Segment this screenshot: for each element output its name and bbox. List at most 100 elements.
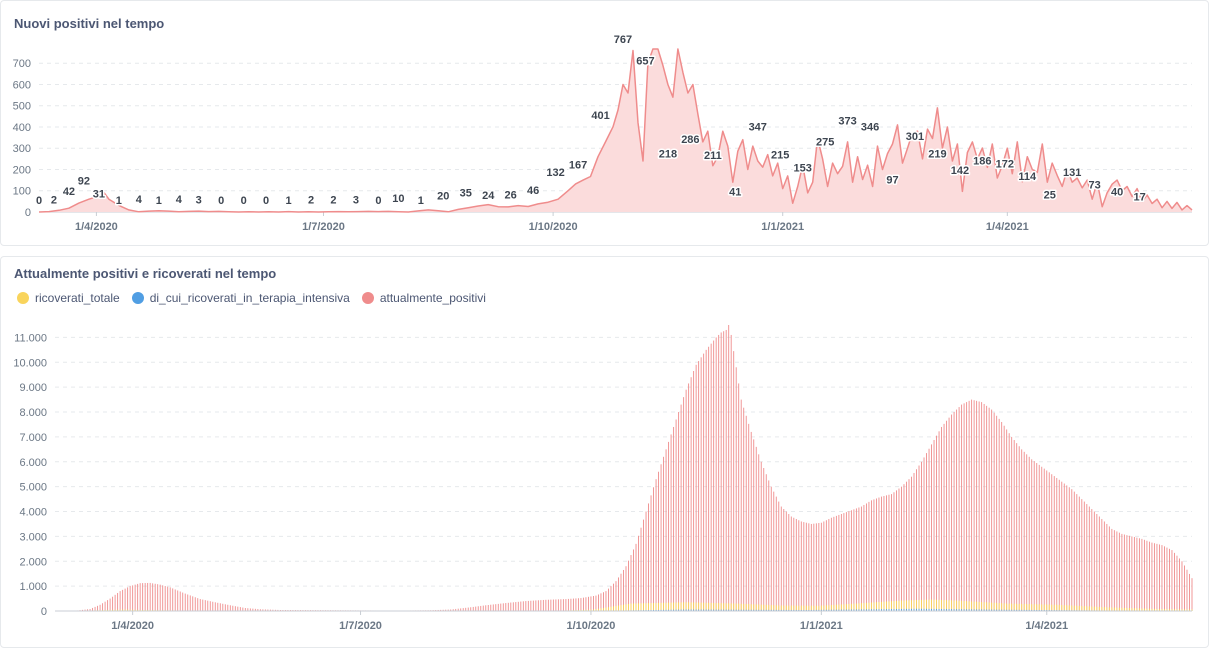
bar-attualmente-positivi <box>440 609 442 611</box>
bar-attualmente-positivi <box>1179 558 1180 611</box>
bar-attualmente-positivi <box>961 404 963 611</box>
bar-ricoverati-totale <box>700 602 702 611</box>
bar-terapia-intensiva <box>916 608 917 611</box>
bar-ricoverati-totale <box>1038 604 1040 611</box>
bar-ricoverati-totale <box>805 605 807 611</box>
bar-attualmente-positivi <box>633 549 634 611</box>
bar-attualmente-positivi <box>530 600 532 611</box>
bar-attualmente-positivi <box>688 383 690 611</box>
bar-attualmente-positivi <box>532 600 534 611</box>
bar-ricoverati-totale <box>587 609 589 611</box>
bar-attualmente-positivi <box>690 377 692 611</box>
bar-terapia-intensiva <box>1023 609 1025 611</box>
bar-attualmente-positivi <box>665 449 667 611</box>
bar-ricoverati-totale <box>1176 609 1178 611</box>
bar-ricoverati-totale <box>903 600 905 611</box>
bar-attualmente-positivi <box>933 440 935 611</box>
bar-attualmente-positivi <box>1006 429 1008 611</box>
bar-attualmente-positivi <box>891 494 892 611</box>
bar-ricoverati-totale <box>775 605 777 611</box>
bar-attualmente-positivi <box>477 606 479 611</box>
bar-attualmente-positivi <box>715 337 717 611</box>
bar-attualmente-positivi <box>773 491 775 611</box>
bar-ricoverati-totale <box>703 602 705 611</box>
bar-attualmente-positivi <box>1033 461 1035 611</box>
legend-item-ricoverati-totale[interactable]: ricoverati_totale <box>17 291 120 305</box>
bar-ricoverati-totale <box>623 604 624 611</box>
bar-attualmente-positivi <box>1126 535 1128 611</box>
bar-ricoverati-totale <box>1091 606 1093 611</box>
bar-ricoverati-totale <box>1186 609 1188 611</box>
bar-ricoverati-totale <box>898 600 900 611</box>
bar-ricoverati-totale <box>648 603 649 611</box>
bar-ricoverati-totale <box>1111 607 1113 611</box>
bar-attualmente-positivi <box>728 325 730 611</box>
bar-attualmente-positivi <box>755 446 757 611</box>
bar-ricoverati-totale <box>1106 607 1108 611</box>
bar-terapia-intensiva <box>913 608 915 611</box>
new-positives-card: Nuovi positivi nel tempo 0 100 200 300 400 50… <box>0 0 1209 246</box>
bar-attualmente-positivi <box>1083 501 1085 611</box>
bar-ricoverati-totale <box>863 603 865 611</box>
bar-attualmente-positivi <box>179 591 181 611</box>
bar-terapia-intensiva <box>700 609 702 611</box>
y-tick-label: 300 <box>13 143 31 155</box>
bar-attualmente-positivi <box>898 488 900 611</box>
bar-attualmente-positivi <box>1031 459 1033 611</box>
bar-attualmente-positivi <box>162 585 164 611</box>
bar-attualmente-positivi <box>112 596 114 611</box>
bar-ricoverati-totale <box>813 605 815 611</box>
bar-ricoverati-totale <box>963 601 965 611</box>
bar-terapia-intensiva <box>906 608 907 611</box>
bar-attualmente-positivi <box>613 583 614 611</box>
legend-item-attualmente-positivi[interactable]: attualmente_positivi <box>361 291 486 305</box>
bar-terapia-intensiva <box>1013 609 1015 611</box>
bar-attualmente-positivi <box>492 604 494 611</box>
bar-ricoverati-totale <box>109 609 111 611</box>
bar-attualmente-positivi <box>177 590 179 611</box>
bar-attualmente-positivi <box>540 600 542 611</box>
bar-ricoverati-totale <box>881 601 882 611</box>
bar-attualmente-positivi <box>157 584 159 611</box>
bar-ricoverati-totale <box>750 604 752 611</box>
bar-attualmente-positivi <box>825 520 827 611</box>
x-tick-label: 1/4/2020 <box>75 221 118 233</box>
bar-terapia-intensiva <box>923 608 925 611</box>
bar-ricoverati-totale <box>815 605 817 611</box>
bar-ricoverati-totale <box>1121 607 1123 611</box>
bar-ricoverati-totale <box>715 603 717 611</box>
bar-attualmente-positivi <box>1058 479 1060 611</box>
bar-attualmente-positivi <box>901 486 902 611</box>
bar-ricoverati-totale <box>865 602 867 611</box>
bar-ricoverati-totale <box>795 605 797 611</box>
bar-attualmente-positivi <box>217 602 219 611</box>
bar-ricoverati-totale <box>986 602 988 611</box>
bar-attualmente-positivi <box>896 490 897 611</box>
bar-attualmente-positivi <box>277 609 279 611</box>
bar-attualmente-positivi <box>152 583 154 611</box>
bar-ricoverati-totale <box>765 604 767 611</box>
bar-ricoverati-totale <box>638 603 639 611</box>
legend-item-terapia-intensiva[interactable]: di_cui_ricoverati_in_terapia_intensiva <box>131 291 350 305</box>
bar-terapia-intensiva <box>655 609 657 611</box>
bar-attualmente-positivi <box>1151 542 1153 611</box>
bar-attualmente-positivi <box>921 461 922 611</box>
bar-terapia-intensiva <box>973 609 975 611</box>
bar-attualmente-positivi <box>1023 451 1025 611</box>
data-label: 275 <box>816 137 834 149</box>
bar-attualmente-positivi <box>713 340 715 611</box>
y-tick-label: 200 <box>13 164 31 176</box>
bar-attualmente-positivi <box>149 582 151 611</box>
bar-terapia-intensiva <box>795 609 797 611</box>
legend-label-attualmente-positivi: attualmente_positivi <box>379 291 486 305</box>
data-label: 142 <box>951 165 969 177</box>
bar-attualmente-positivi <box>608 588 609 611</box>
data-label: 1 <box>156 195 162 207</box>
bar-ricoverati-totale <box>1153 608 1155 611</box>
bar-attualmente-positivi <box>1138 538 1140 611</box>
bar-ricoverati-totale <box>1061 605 1063 611</box>
bar-ricoverati-totale <box>1056 604 1058 611</box>
bar-ricoverati-totale <box>931 599 932 611</box>
bar-attualmente-positivi <box>472 606 474 611</box>
bar-attualmente-positivi <box>828 518 830 611</box>
